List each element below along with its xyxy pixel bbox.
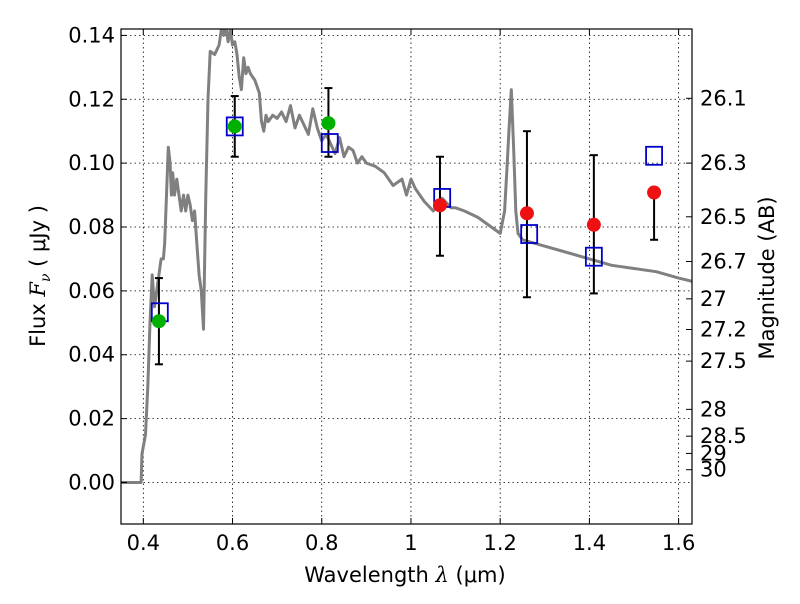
model-band-square-marker bbox=[645, 145, 663, 166]
y2-tick-label: 28 bbox=[700, 397, 727, 421]
y2-axis-label: Magnitude (AB) bbox=[755, 196, 779, 359]
x-tick-label: 0.8 bbox=[305, 531, 338, 555]
observed-flux-point bbox=[647, 185, 662, 200]
observed-flux-point bbox=[432, 198, 447, 213]
model-band-square-marker bbox=[225, 116, 244, 137]
y2-tick-label: 26.3 bbox=[700, 151, 747, 175]
model-band-square-marker bbox=[320, 133, 339, 153]
x-axis-label: Wavelength λ (μm) bbox=[304, 563, 505, 587]
x-tick-label: 1 bbox=[404, 531, 417, 555]
x-tick-label: 1.4 bbox=[573, 531, 606, 555]
grid bbox=[121, 29, 692, 524]
axes: 0.4 0.6 0.8 1 1.2 1.4 1.6 0.00 0.02 0.04 0.06 0.08 0… bbox=[68, 23, 747, 555]
observed-flux-point bbox=[321, 116, 336, 131]
y2-tick-label: 26.1 bbox=[700, 86, 747, 110]
y2-tick-label: 26.5 bbox=[700, 205, 747, 229]
y-tick-label: 0.12 bbox=[68, 87, 115, 111]
y-tick-label: 0.00 bbox=[68, 470, 115, 494]
observed-flux-point bbox=[227, 119, 242, 134]
y-tick-label: 0.06 bbox=[68, 279, 115, 303]
y2-tick-label: 29 bbox=[700, 441, 727, 465]
y-axis-label: Flux Fν ( μJy ) bbox=[26, 205, 54, 347]
plot-frame bbox=[120, 28, 693, 525]
y2-tick-label: 30 bbox=[700, 458, 727, 482]
y2-tick-label: 26.7 bbox=[700, 249, 747, 273]
y-tick-label: 0.08 bbox=[68, 215, 115, 239]
model-band-square-marker bbox=[520, 224, 539, 244]
x-tick-label: 0.4 bbox=[127, 531, 160, 555]
x-tick-label: 0.6 bbox=[216, 531, 249, 555]
plot-area bbox=[121, 29, 692, 484]
model-band-square-marker bbox=[584, 246, 603, 267]
x-tick-label: 1.6 bbox=[662, 531, 695, 555]
x-tick-label: 1.2 bbox=[483, 531, 516, 555]
y2-tick-label: 27 bbox=[700, 287, 727, 311]
y2-tick-label: 27.2 bbox=[700, 318, 747, 342]
observed-flux-point bbox=[151, 314, 166, 329]
y-tick-label: 0.02 bbox=[68, 407, 115, 431]
y-tick-label: 0.10 bbox=[68, 151, 115, 175]
y2-tick-label: 27.5 bbox=[700, 349, 747, 373]
y2-tick-label: 28.5 bbox=[700, 424, 747, 448]
model-spectrum-line bbox=[121, 29, 692, 484]
observed-flux-point bbox=[519, 206, 534, 221]
y-tick-label: 0.14 bbox=[68, 23, 115, 47]
observed-flux-point bbox=[586, 217, 601, 232]
y-tick-label: 0.04 bbox=[68, 343, 115, 367]
